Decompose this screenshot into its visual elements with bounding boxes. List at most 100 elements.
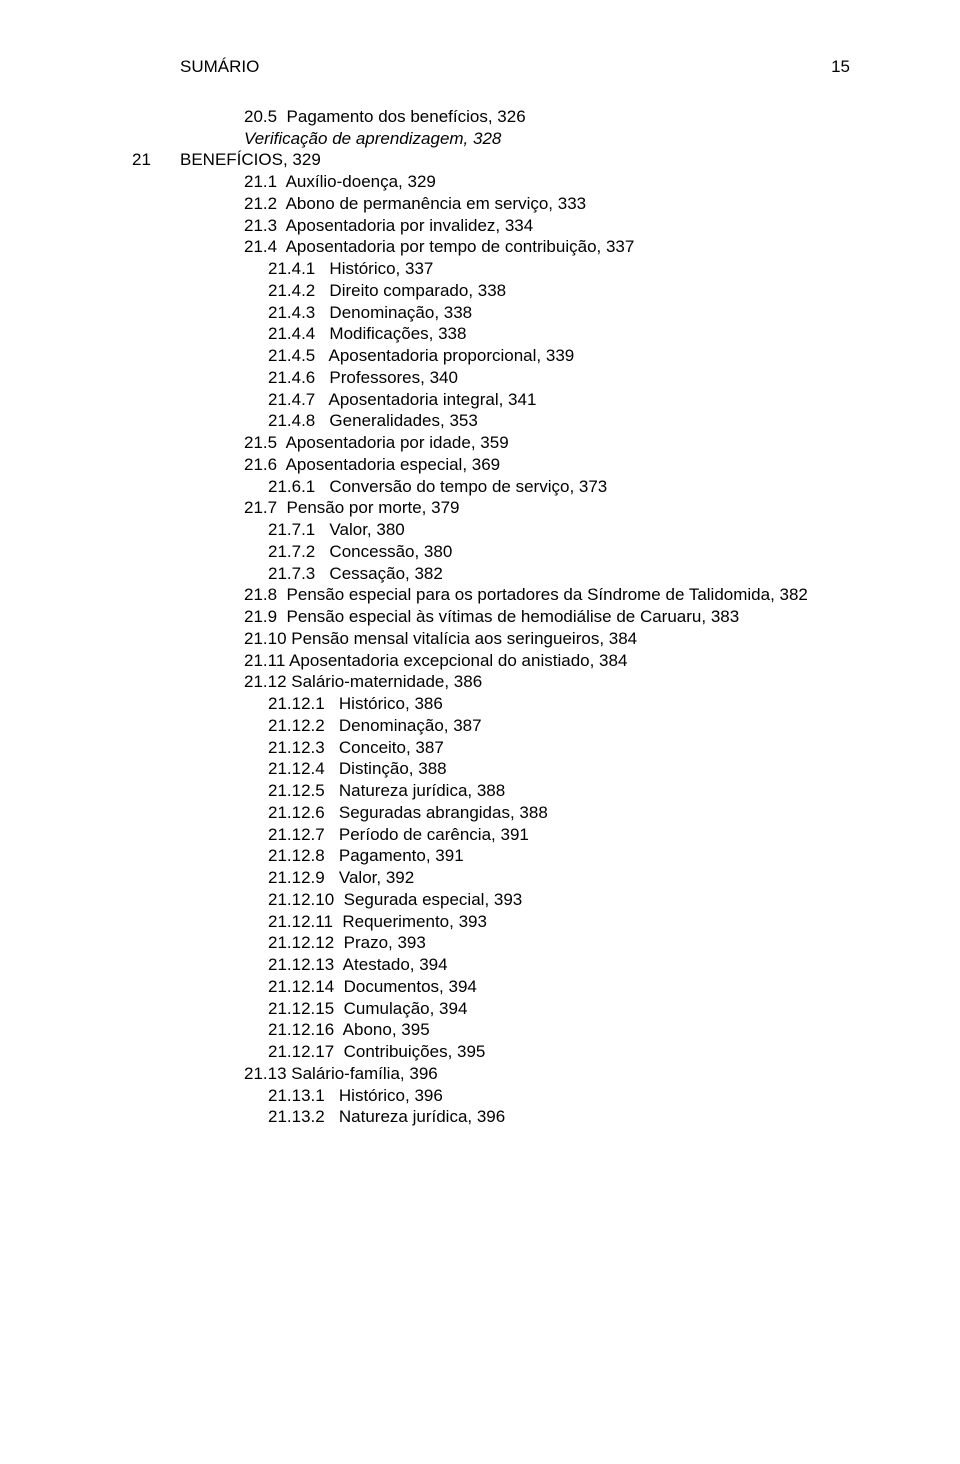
toc-text: 21.12.11 Requerimento, 393 bbox=[268, 911, 487, 933]
toc-text: 21.6.1 Conversão do tempo de serviço, 37… bbox=[268, 476, 607, 498]
table-of-contents: 20.5 Pagamento dos benefícios, 326Verifi… bbox=[180, 106, 850, 1128]
toc-text: 21.4.5 Aposentadoria proporcional, 339 bbox=[268, 345, 574, 367]
toc-text: 21.11 Aposentadoria excepcional do anist… bbox=[244, 650, 627, 672]
toc-text: 21.4.7 Aposentadoria integral, 341 bbox=[268, 389, 536, 411]
toc-text: 20.5 Pagamento dos benefícios, 326 bbox=[244, 106, 526, 128]
toc-line: 21.4.5 Aposentadoria proporcional, 339 bbox=[180, 345, 850, 367]
toc-text: 21.12.14 Documentos, 394 bbox=[268, 976, 477, 998]
toc-line: 21.4.3 Denominação, 338 bbox=[180, 302, 850, 324]
toc-line: 21.6.1 Conversão do tempo de serviço, 37… bbox=[180, 476, 850, 498]
toc-text: 21.7.3 Cessação, 382 bbox=[268, 563, 443, 585]
toc-line: 21.2 Abono de permanência em serviço, 33… bbox=[180, 193, 850, 215]
toc-text: 21.7 Pensão por morte, 379 bbox=[244, 497, 459, 519]
toc-line: 21.9 Pensão especial às vítimas de hemod… bbox=[180, 606, 850, 628]
toc-text: 21.12 Salário-maternidade, 386 bbox=[244, 671, 482, 693]
toc-text: 21.13 Salário-família, 396 bbox=[244, 1063, 438, 1085]
toc-text: 21.9 Pensão especial às vítimas de hemod… bbox=[244, 606, 739, 628]
toc-line: 21.4.1 Histórico, 337 bbox=[180, 258, 850, 280]
toc-text: 21.12.6 Seguradas abrangidas, 388 bbox=[268, 802, 548, 824]
toc-line: 21.12.5 Natureza jurídica, 388 bbox=[180, 780, 850, 802]
toc-text: 21.13.1 Histórico, 396 bbox=[268, 1085, 443, 1107]
toc-line: 20.5 Pagamento dos benefícios, 326 bbox=[180, 106, 850, 128]
toc-line: 21.12.7 Período de carência, 391 bbox=[180, 824, 850, 846]
toc-line: 21.7.2 Concessão, 380 bbox=[180, 541, 850, 563]
toc-line: 21.12.2 Denominação, 387 bbox=[180, 715, 850, 737]
toc-line: 21.4.4 Modificações, 338 bbox=[180, 323, 850, 345]
toc-text: 21.1 Auxílio-doença, 329 bbox=[244, 171, 436, 193]
toc-text: 21.12.16 Abono, 395 bbox=[268, 1019, 430, 1041]
toc-line: 21BENEFÍCIOS, 329 bbox=[180, 149, 850, 171]
toc-text: 21.12.8 Pagamento, 391 bbox=[268, 845, 464, 867]
toc-line: 21.12.11 Requerimento, 393 bbox=[180, 911, 850, 933]
toc-line: 21.4.7 Aposentadoria integral, 341 bbox=[180, 389, 850, 411]
toc-line: 21.12.9 Valor, 392 bbox=[180, 867, 850, 889]
toc-line: 21.12.8 Pagamento, 391 bbox=[180, 845, 850, 867]
toc-line: 21.7.1 Valor, 380 bbox=[180, 519, 850, 541]
toc-text: 21.4.3 Denominação, 338 bbox=[268, 302, 472, 324]
page: SUMÁRIO 15 20.5 Pagamento dos benefícios… bbox=[0, 0, 960, 1464]
toc-line: 21.6 Aposentadoria especial, 369 bbox=[180, 454, 850, 476]
toc-line: 21.12.10 Segurada especial, 393 bbox=[180, 889, 850, 911]
toc-text: 21.12.9 Valor, 392 bbox=[268, 867, 414, 889]
toc-line: 21.8 Pensão especial para os portadores … bbox=[180, 584, 850, 606]
toc-line: 21.3 Aposentadoria por invalidez, 334 bbox=[180, 215, 850, 237]
toc-text: 21.12.5 Natureza jurídica, 388 bbox=[268, 780, 505, 802]
toc-text: BENEFÍCIOS, 329 bbox=[180, 149, 321, 171]
toc-text: 21.7.2 Concessão, 380 bbox=[268, 541, 452, 563]
toc-line: 21.7.3 Cessação, 382 bbox=[180, 563, 850, 585]
toc-line: 21.13.2 Natureza jurídica, 396 bbox=[180, 1106, 850, 1128]
toc-text: 21.3 Aposentadoria por invalidez, 334 bbox=[244, 215, 533, 237]
toc-text: 21.12.17 Contribuições, 395 bbox=[268, 1041, 485, 1063]
toc-text: 21.4.8 Generalidades, 353 bbox=[268, 410, 478, 432]
toc-text: 21.12.12 Prazo, 393 bbox=[268, 932, 426, 954]
toc-line: 21.7 Pensão por morte, 379 bbox=[180, 497, 850, 519]
toc-line: 21.12 Salário-maternidade, 386 bbox=[180, 671, 850, 693]
toc-text: 21.12.3 Conceito, 387 bbox=[268, 737, 444, 759]
toc-text: 21.4 Aposentadoria por tempo de contribu… bbox=[244, 236, 634, 258]
toc-line: 21.13 Salário-família, 396 bbox=[180, 1063, 850, 1085]
toc-line: 21.4.8 Generalidades, 353 bbox=[180, 410, 850, 432]
toc-line: 21.12.12 Prazo, 393 bbox=[180, 932, 850, 954]
chapter-number: 21 bbox=[132, 149, 180, 171]
toc-text: 21.12.15 Cumulação, 394 bbox=[268, 998, 467, 1020]
toc-line: 21.1 Auxílio-doença, 329 bbox=[180, 171, 850, 193]
toc-text: 21.12.2 Denominação, 387 bbox=[268, 715, 482, 737]
header-title: SUMÁRIO bbox=[180, 56, 259, 78]
toc-line: 21.12.14 Documentos, 394 bbox=[180, 976, 850, 998]
toc-line: 21.12.13 Atestado, 394 bbox=[180, 954, 850, 976]
toc-text: 21.8 Pensão especial para os portadores … bbox=[244, 584, 808, 606]
toc-line: 21.11 Aposentadoria excepcional do anist… bbox=[180, 650, 850, 672]
toc-line: 21.10 Pensão mensal vitalícia aos sering… bbox=[180, 628, 850, 650]
toc-text: 21.4.1 Histórico, 337 bbox=[268, 258, 433, 280]
toc-line: 21.4 Aposentadoria por tempo de contribu… bbox=[180, 236, 850, 258]
toc-line: 21.12.17 Contribuições, 395 bbox=[180, 1041, 850, 1063]
toc-text: 21.10 Pensão mensal vitalícia aos sering… bbox=[244, 628, 637, 650]
toc-line: 21.4.2 Direito comparado, 338 bbox=[180, 280, 850, 302]
toc-text: 21.7.1 Valor, 380 bbox=[268, 519, 405, 541]
toc-line: Verificação de aprendizagem, 328 bbox=[180, 128, 850, 150]
toc-line: 21.12.6 Seguradas abrangidas, 388 bbox=[180, 802, 850, 824]
toc-text: 21.12.4 Distinção, 388 bbox=[268, 758, 447, 780]
toc-line: 21.12.1 Histórico, 386 bbox=[180, 693, 850, 715]
toc-line: 21.4.6 Professores, 340 bbox=[180, 367, 850, 389]
toc-line: 21.12.4 Distinção, 388 bbox=[180, 758, 850, 780]
toc-text: 21.12.13 Atestado, 394 bbox=[268, 954, 448, 976]
toc-line: 21.13.1 Histórico, 396 bbox=[180, 1085, 850, 1107]
toc-line: 21.12.16 Abono, 395 bbox=[180, 1019, 850, 1041]
toc-text: 21.6 Aposentadoria especial, 369 bbox=[244, 454, 500, 476]
toc-text: 21.12.10 Segurada especial, 393 bbox=[268, 889, 522, 911]
toc-text: Verificação de aprendizagem, 328 bbox=[244, 128, 501, 150]
header-page-number: 15 bbox=[831, 56, 850, 78]
toc-line: 21.12.3 Conceito, 387 bbox=[180, 737, 850, 759]
toc-text: 21.12.7 Período de carência, 391 bbox=[268, 824, 529, 846]
toc-line: 21.5 Aposentadoria por idade, 359 bbox=[180, 432, 850, 454]
page-header: SUMÁRIO 15 bbox=[180, 56, 850, 78]
toc-line: 21.12.15 Cumulação, 394 bbox=[180, 998, 850, 1020]
toc-text: 21.12.1 Histórico, 386 bbox=[268, 693, 443, 715]
toc-text: 21.4.4 Modificações, 338 bbox=[268, 323, 466, 345]
toc-text: 21.4.6 Professores, 340 bbox=[268, 367, 458, 389]
toc-text: 21.13.2 Natureza jurídica, 396 bbox=[268, 1106, 505, 1128]
toc-text: 21.5 Aposentadoria por idade, 359 bbox=[244, 432, 509, 454]
toc-text: 21.4.2 Direito comparado, 338 bbox=[268, 280, 506, 302]
toc-text: 21.2 Abono de permanência em serviço, 33… bbox=[244, 193, 586, 215]
